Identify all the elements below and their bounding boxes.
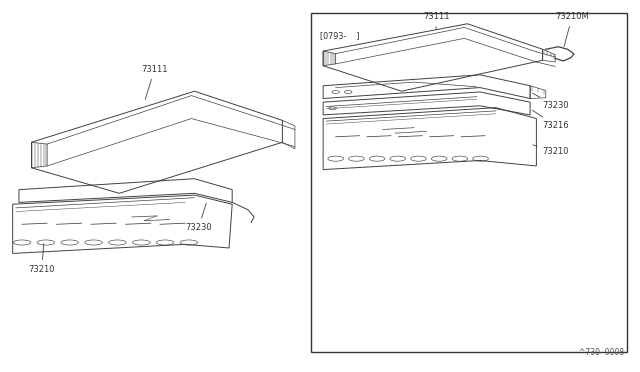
Text: 73210: 73210 [28, 243, 55, 274]
Text: ^730  0008: ^730 0008 [579, 348, 624, 357]
Text: [0793-    ]: [0793- ] [320, 31, 360, 40]
Text: 73216: 73216 [532, 110, 570, 130]
Text: 73111: 73111 [424, 12, 450, 29]
Text: 73111: 73111 [141, 65, 168, 99]
Text: 73210: 73210 [532, 145, 569, 156]
Text: 73230: 73230 [185, 203, 212, 232]
Bar [310, 13, 627, 352]
Text: 73210M: 73210M [556, 12, 589, 46]
Text: 73230: 73230 [532, 93, 570, 110]
